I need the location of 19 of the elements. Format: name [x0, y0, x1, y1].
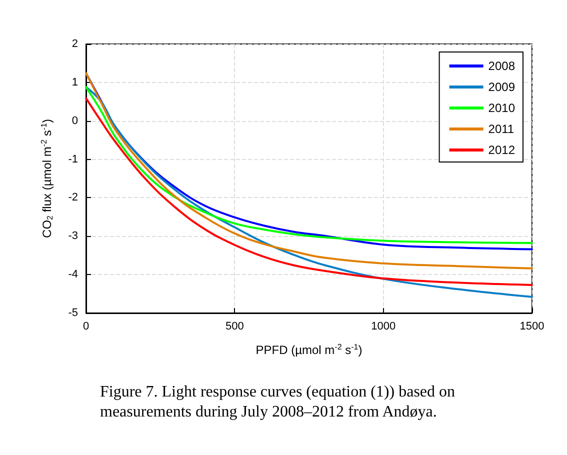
- y-tick-label: -3: [68, 230, 78, 242]
- x-tick-label: 1000: [371, 320, 396, 332]
- x-tick-label: 1500: [520, 320, 544, 332]
- y-tick-label: 0: [72, 114, 78, 127]
- y-tick-label: -4: [68, 268, 78, 281]
- y-tick-label: -5: [68, 307, 78, 319]
- legend-label: 2010: [488, 101, 516, 115]
- x-tick-label: 0: [82, 320, 90, 332]
- legend-label: 2008: [488, 59, 516, 73]
- x-tick-label: 500: [225, 320, 244, 332]
- legend-label: 2011: [488, 122, 514, 136]
- y-axis-title: CO2 flux (µmol m-2 s-1): [40, 119, 54, 238]
- y-tick-label: -2: [68, 192, 78, 204]
- y-tick-label: 1: [72, 76, 78, 88]
- legend-label: 2009: [488, 80, 516, 94]
- y-tick-label: -1: [68, 153, 78, 166]
- legend-label: 2012: [488, 143, 516, 157]
- y-tick-label: 2: [72, 38, 78, 50]
- caption: Figure 7. Light response curves (equation (1)) based on measurements during July 2008–2012 from Andøya.: [100, 384, 460, 420]
